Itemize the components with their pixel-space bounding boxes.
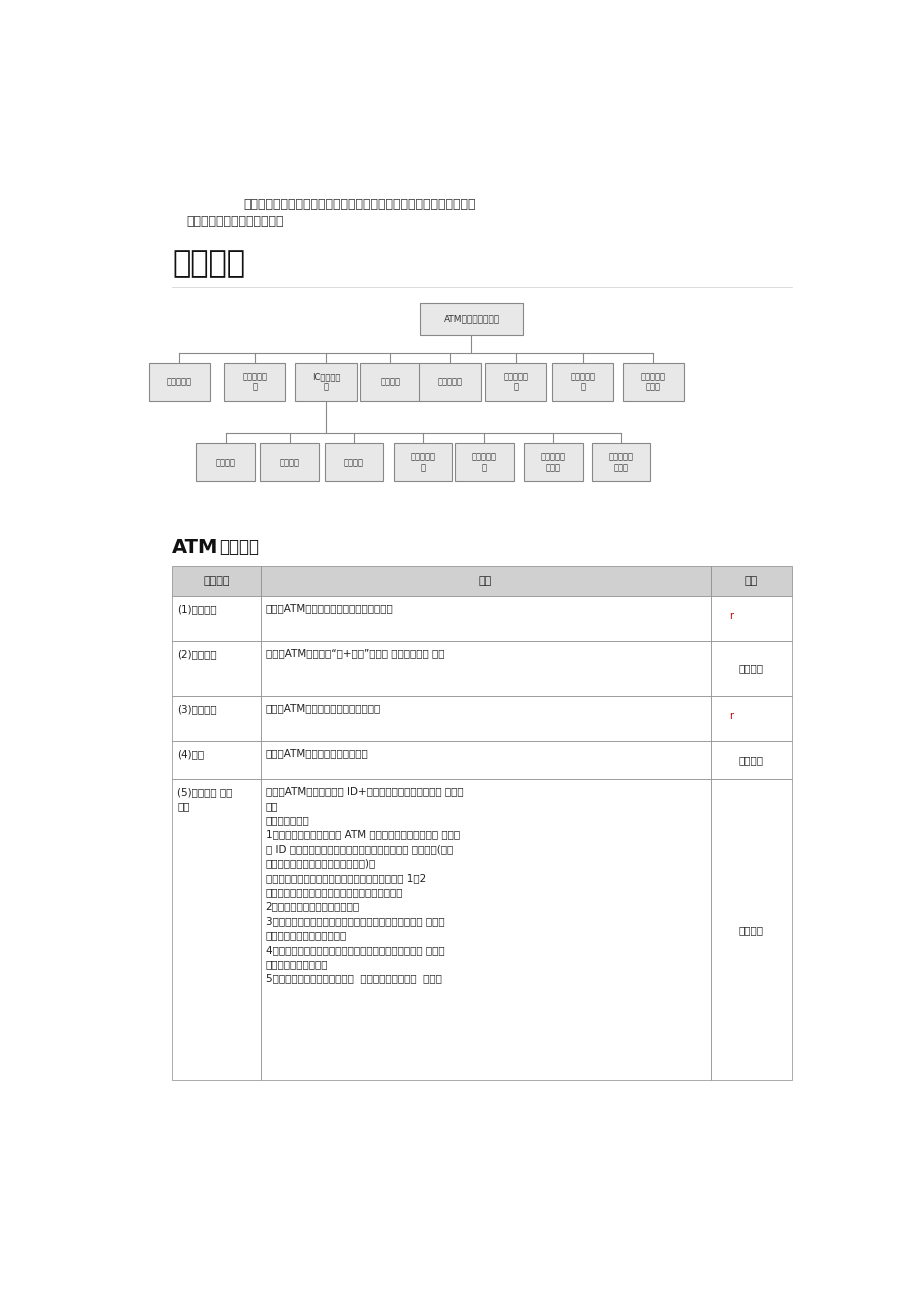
Text: 打印凭条模
块: 打印凭条模 块 xyxy=(503,373,528,392)
Text: (2)密码取錢: (2)密码取錢 xyxy=(176,649,216,659)
FancyBboxPatch shape xyxy=(419,302,523,335)
Text: 客户于ATM机上可以进行查询余额操作: 客户于ATM机上可以进行查询余额操作 xyxy=(266,704,380,713)
FancyBboxPatch shape xyxy=(260,641,709,696)
Text: 客户于ATM机上通过“卡+密码”的方式 可以进行取錢 操作: 客户于ATM机上通过“卡+密码”的方式 可以进行取錢 操作 xyxy=(266,648,444,658)
Text: 转账模块: 转账模块 xyxy=(344,457,363,466)
Text: ATM自动取款机系统: ATM自动取款机系统 xyxy=(443,314,499,323)
FancyBboxPatch shape xyxy=(324,443,382,481)
Text: r: r xyxy=(728,611,732,622)
FancyBboxPatch shape xyxy=(260,696,709,741)
FancyBboxPatch shape xyxy=(224,364,285,401)
FancyBboxPatch shape xyxy=(172,595,260,641)
Text: 存款模块: 存款模块 xyxy=(215,457,235,466)
FancyBboxPatch shape xyxy=(260,443,319,481)
FancyBboxPatch shape xyxy=(591,443,650,481)
Text: 简述: 简述 xyxy=(479,576,492,586)
Text: 总体功能: 总体功能 xyxy=(219,538,259,555)
Text: IC卡认证模
块: IC卡认证模 块 xyxy=(312,373,340,392)
FancyBboxPatch shape xyxy=(709,696,791,741)
Text: 备注: 备注 xyxy=(744,576,757,586)
FancyBboxPatch shape xyxy=(196,443,255,481)
FancyBboxPatch shape xyxy=(709,566,791,595)
Text: 功能需求: 功能需求 xyxy=(172,249,244,278)
FancyBboxPatch shape xyxy=(709,741,791,779)
Text: 读卡机模块: 读卡机模块 xyxy=(166,378,191,387)
Text: 生物信息采
集模块: 生物信息采 集模块 xyxy=(540,452,565,472)
Text: 传统功能: 传统功能 xyxy=(738,663,763,674)
Text: 键盘输入模
块: 键盘输入模 块 xyxy=(242,373,267,392)
Text: 数据存储模
块: 数据存储模 块 xyxy=(570,373,595,392)
Text: 合性分析统计报表，并可导出: 合性分析统计报表，并可导出 xyxy=(186,215,283,228)
Text: (5)生物识别 存、
取錢: (5)生物识别 存、 取錢 xyxy=(176,787,233,812)
FancyBboxPatch shape xyxy=(260,741,709,779)
FancyBboxPatch shape xyxy=(709,779,791,1080)
FancyBboxPatch shape xyxy=(359,364,420,401)
Text: 生物信息验
证模块: 生物信息验 证模块 xyxy=(608,452,633,472)
FancyBboxPatch shape xyxy=(622,364,683,401)
Text: (3)查询余额: (3)查询余额 xyxy=(176,704,216,714)
FancyBboxPatch shape xyxy=(551,364,613,401)
Text: 传统功能: 传统功能 xyxy=(738,756,763,765)
Text: 余额查询模
块: 余额查询模 块 xyxy=(471,452,496,472)
Text: ATM: ATM xyxy=(172,538,218,556)
FancyBboxPatch shape xyxy=(172,641,260,696)
FancyBboxPatch shape xyxy=(260,595,709,641)
Text: 客户于ATM机上可以进行修改密码业务操作: 客户于ATM机上可以进行修改密码业务操作 xyxy=(266,603,393,612)
FancyBboxPatch shape xyxy=(172,779,260,1080)
Text: 显示模块: 显示模块 xyxy=(380,378,400,387)
Text: 吐垄机模块: 吐垄机模块 xyxy=(437,378,462,387)
Text: 生物信息识
别模块: 生物信息识 别模块 xyxy=(641,373,665,392)
Text: 业务类、管理类、统计类、挖掘类等多个维度的日常实时报表和各类综: 业务类、管理类、统计类、挖掘类等多个维度的日常实时报表和各类综 xyxy=(243,198,475,211)
FancyBboxPatch shape xyxy=(172,696,260,741)
Text: 修改密码模
块: 修改密码模 块 xyxy=(410,452,435,472)
Text: 新增功能: 新增功能 xyxy=(738,925,763,936)
FancyBboxPatch shape xyxy=(419,364,481,401)
FancyBboxPatch shape xyxy=(260,566,709,595)
FancyBboxPatch shape xyxy=(709,641,791,696)
FancyBboxPatch shape xyxy=(260,779,709,1080)
FancyBboxPatch shape xyxy=(455,443,513,481)
FancyBboxPatch shape xyxy=(709,595,791,641)
Text: r: r xyxy=(728,711,732,722)
Text: 客户于ATM机上可以进行转账操作: 客户于ATM机上可以进行转账操作 xyxy=(266,748,368,758)
FancyBboxPatch shape xyxy=(172,566,260,595)
FancyBboxPatch shape xyxy=(393,443,452,481)
Text: (1)修改密码: (1)修改密码 xyxy=(176,603,216,614)
Text: 取款模块: 取款模块 xyxy=(279,457,300,466)
Text: (4)转账: (4)转账 xyxy=(176,749,204,760)
Text: 客户于ATM机上通过卡或 ID+生物识别验证的方式，进行 取錢操
作；
具体操作流程：
1、首先客户将銀行卡插入 ATM 机，系统读取卡片信息或 输入本
人 I: 客户于ATM机上通过卡或 ID+生物识别验证的方式，进行 取錢操 作； 具体操作… xyxy=(266,787,463,984)
FancyBboxPatch shape xyxy=(524,443,582,481)
FancyBboxPatch shape xyxy=(295,364,357,401)
FancyBboxPatch shape xyxy=(148,364,210,401)
FancyBboxPatch shape xyxy=(172,741,260,779)
Text: 功能名称: 功能名称 xyxy=(203,576,230,586)
FancyBboxPatch shape xyxy=(484,364,546,401)
